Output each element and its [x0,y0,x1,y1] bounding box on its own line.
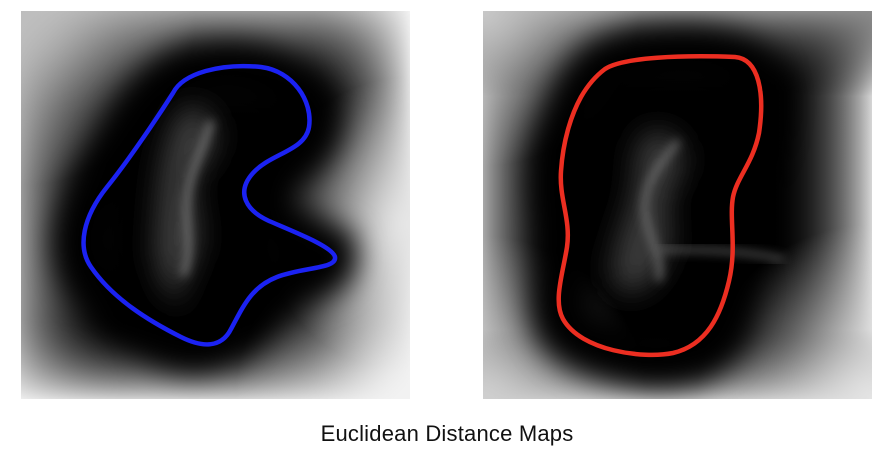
distance-map-left [21,11,410,399]
figure-caption: Euclidean Distance Maps [320,421,574,446]
contour-blue [81,63,338,347]
distance-map-right-svg [483,11,872,399]
contour-red [556,54,764,358]
distance-map-left-svg [21,11,410,399]
distance-map-right [483,11,872,399]
